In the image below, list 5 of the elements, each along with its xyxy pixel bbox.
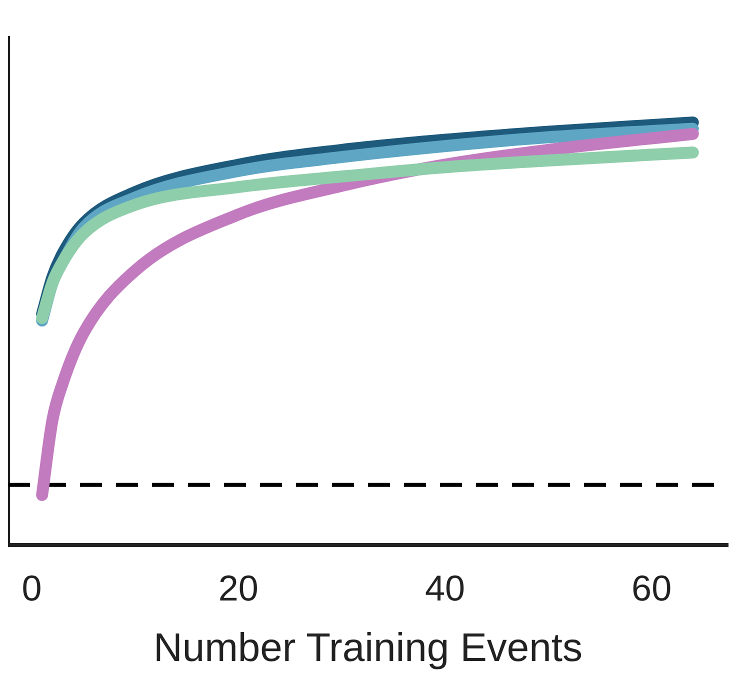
x-tick-label: 40 bbox=[424, 567, 465, 608]
x-tick-label: 0 bbox=[22, 567, 42, 608]
x-tick-label: 20 bbox=[218, 567, 258, 608]
x-tick-label: 60 bbox=[632, 567, 672, 608]
x-axis-title: Number Training Events bbox=[153, 626, 583, 670]
